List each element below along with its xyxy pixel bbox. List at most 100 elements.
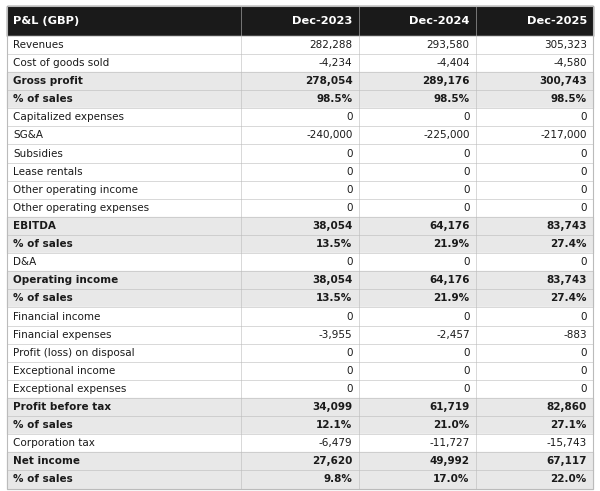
Text: 0: 0 — [580, 257, 587, 267]
Text: 0: 0 — [346, 348, 353, 358]
Bar — [7, 90, 593, 108]
Text: Financial income: Financial income — [13, 311, 101, 322]
Bar — [7, 434, 593, 452]
Text: 0: 0 — [346, 384, 353, 394]
Text: Operating income: Operating income — [13, 275, 118, 285]
Text: Cost of goods sold: Cost of goods sold — [13, 58, 109, 68]
Text: 0: 0 — [580, 203, 587, 213]
Bar — [7, 452, 593, 470]
Text: Profit before tax: Profit before tax — [13, 402, 112, 412]
Text: 0: 0 — [580, 348, 587, 358]
Text: Dec-2023: Dec-2023 — [292, 16, 353, 26]
Bar — [7, 470, 593, 489]
Text: Profit (loss) on disposal: Profit (loss) on disposal — [13, 348, 135, 358]
Text: 0: 0 — [346, 257, 353, 267]
Text: 64,176: 64,176 — [429, 221, 470, 231]
Text: D&A: D&A — [13, 257, 37, 267]
Text: 0: 0 — [580, 148, 587, 159]
Text: 27.1%: 27.1% — [550, 420, 587, 430]
Text: 300,743: 300,743 — [539, 76, 587, 86]
Bar — [7, 217, 593, 235]
Text: 0: 0 — [463, 311, 470, 322]
Text: 0: 0 — [463, 166, 470, 177]
Text: 0: 0 — [463, 348, 470, 358]
Text: Dec-2025: Dec-2025 — [527, 16, 587, 26]
Bar — [7, 416, 593, 434]
Text: % of sales: % of sales — [13, 294, 73, 303]
Text: 0: 0 — [463, 148, 470, 159]
Text: % of sales: % of sales — [13, 239, 73, 249]
Text: -883: -883 — [563, 329, 587, 340]
Text: 17.0%: 17.0% — [433, 474, 470, 485]
Bar — [7, 235, 593, 253]
Bar — [7, 163, 593, 181]
Bar — [7, 181, 593, 199]
Text: 9.8%: 9.8% — [323, 474, 353, 485]
Text: 98.5%: 98.5% — [434, 94, 470, 104]
Text: 98.5%: 98.5% — [316, 94, 353, 104]
Text: 0: 0 — [346, 311, 353, 322]
Text: 83,743: 83,743 — [547, 275, 587, 285]
Text: 0: 0 — [463, 203, 470, 213]
Text: 49,992: 49,992 — [430, 456, 470, 466]
Text: 82,860: 82,860 — [547, 402, 587, 412]
Bar — [7, 326, 593, 344]
Text: 0: 0 — [463, 112, 470, 122]
Text: 278,054: 278,054 — [305, 76, 353, 86]
Bar — [7, 380, 593, 398]
Text: 0: 0 — [580, 166, 587, 177]
Text: 61,719: 61,719 — [430, 402, 470, 412]
Text: 98.5%: 98.5% — [551, 94, 587, 104]
Text: -11,727: -11,727 — [430, 438, 470, 448]
Text: -4,404: -4,404 — [436, 58, 470, 68]
Text: 0: 0 — [580, 185, 587, 195]
Text: 0: 0 — [580, 384, 587, 394]
Text: 38,054: 38,054 — [312, 275, 353, 285]
Text: 0: 0 — [346, 112, 353, 122]
Text: P&L (GBP): P&L (GBP) — [13, 16, 79, 26]
Text: -217,000: -217,000 — [541, 131, 587, 140]
Text: 0: 0 — [346, 185, 353, 195]
Text: Other operating expenses: Other operating expenses — [13, 203, 149, 213]
Text: -2,457: -2,457 — [436, 329, 470, 340]
Bar — [7, 307, 593, 326]
Text: 0: 0 — [580, 366, 587, 376]
Bar — [7, 289, 593, 307]
Text: Exceptional expenses: Exceptional expenses — [13, 384, 127, 394]
Text: 22.0%: 22.0% — [551, 474, 587, 485]
Text: 21.9%: 21.9% — [434, 294, 470, 303]
Text: 282,288: 282,288 — [310, 40, 353, 50]
Text: Exceptional income: Exceptional income — [13, 366, 115, 376]
Bar — [7, 72, 593, 90]
Text: Corporation tax: Corporation tax — [13, 438, 95, 448]
Text: % of sales: % of sales — [13, 474, 73, 485]
Text: 293,580: 293,580 — [427, 40, 470, 50]
Text: 34,099: 34,099 — [313, 402, 353, 412]
Text: Subsidies: Subsidies — [13, 148, 63, 159]
Bar — [7, 199, 593, 217]
Text: 27.4%: 27.4% — [550, 239, 587, 249]
Text: 64,176: 64,176 — [429, 275, 470, 285]
Text: EBITDA: EBITDA — [13, 221, 56, 231]
Text: -4,580: -4,580 — [553, 58, 587, 68]
Text: 13.5%: 13.5% — [316, 239, 353, 249]
Text: -225,000: -225,000 — [423, 131, 470, 140]
Text: 0: 0 — [346, 366, 353, 376]
Text: -3,955: -3,955 — [319, 329, 353, 340]
Text: % of sales: % of sales — [13, 420, 73, 430]
Bar — [7, 6, 593, 36]
Text: 0: 0 — [463, 257, 470, 267]
Bar — [7, 398, 593, 416]
Text: 0: 0 — [463, 366, 470, 376]
Text: 305,323: 305,323 — [544, 40, 587, 50]
Text: 0: 0 — [580, 112, 587, 122]
Text: -6,479: -6,479 — [319, 438, 353, 448]
Text: Dec-2024: Dec-2024 — [409, 16, 470, 26]
Text: % of sales: % of sales — [13, 94, 73, 104]
Bar — [7, 362, 593, 380]
Text: 83,743: 83,743 — [547, 221, 587, 231]
Text: 0: 0 — [346, 203, 353, 213]
Text: 13.5%: 13.5% — [316, 294, 353, 303]
Bar — [7, 144, 593, 163]
Text: 289,176: 289,176 — [422, 76, 470, 86]
